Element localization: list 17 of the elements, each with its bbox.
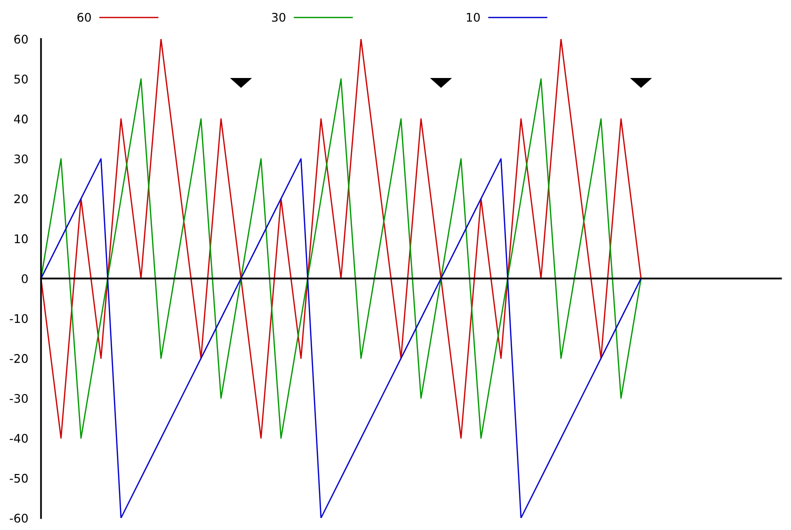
legend-label: 60: [77, 12, 91, 22]
y-tick-label: -60: [10, 514, 28, 523]
y-tick-label: 0: [22, 274, 28, 284]
y-tick-label: -10: [10, 314, 28, 324]
y-tick-label: 40: [14, 114, 28, 124]
y-tick-label: 50: [14, 74, 28, 84]
y-tick-label: 60: [14, 34, 28, 44]
y-tick-label: 10: [14, 234, 28, 244]
y-tick-label: 30: [14, 154, 28, 164]
line-series: [41, 158, 642, 518]
y-tick-label: -50: [10, 474, 28, 483]
y-tick-label: -30: [10, 394, 28, 403]
y-tick-label: -40: [10, 434, 28, 443]
legend-label: 10: [466, 12, 480, 22]
y-tick-label: -20: [10, 354, 28, 363]
y-tick-label: 20: [14, 194, 28, 204]
legend-label: 30: [272, 12, 286, 22]
